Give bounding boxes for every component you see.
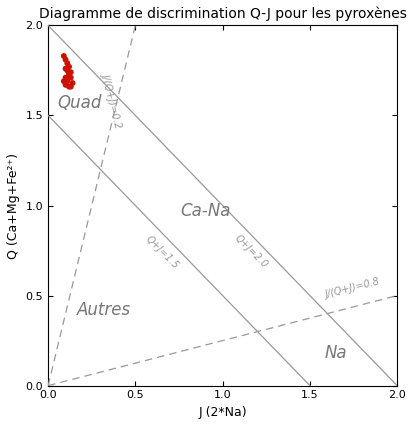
- Text: Q+J=2.0: Q+J=2.0: [233, 233, 270, 270]
- Text: Na: Na: [325, 344, 347, 362]
- Text: Quad: Quad: [57, 94, 102, 112]
- Point: [61, 52, 67, 59]
- Title: Diagramme de discrimination Q-J pour les pyroxènes: Diagramme de discrimination Q-J pour les…: [39, 7, 406, 21]
- Point: [66, 63, 72, 70]
- Text: J/(Q+J)=0.2: J/(Q+J)=0.2: [100, 72, 124, 128]
- Point: [64, 67, 71, 74]
- Point: [64, 60, 71, 66]
- Point: [67, 69, 74, 76]
- Text: Autres: Autres: [77, 301, 131, 319]
- Point: [69, 80, 76, 86]
- Point: [62, 65, 69, 72]
- Y-axis label: Q (Ca+Mg+Fe²⁺): Q (Ca+Mg+Fe²⁺): [7, 153, 20, 259]
- Point: [67, 74, 74, 81]
- Point: [66, 83, 72, 90]
- Text: Ca-Na: Ca-Na: [180, 202, 230, 220]
- Point: [62, 56, 69, 63]
- X-axis label: J (2*Na): J (2*Na): [198, 406, 247, 419]
- Point: [66, 71, 72, 78]
- Text: Q+J=1.5: Q+J=1.5: [144, 234, 181, 271]
- Point: [62, 74, 69, 81]
- Point: [61, 78, 67, 85]
- Point: [64, 78, 71, 85]
- Point: [67, 83, 74, 90]
- Text: J/(Q+J)=0.8: J/(Q+J)=0.8: [324, 276, 381, 300]
- Point: [62, 81, 69, 88]
